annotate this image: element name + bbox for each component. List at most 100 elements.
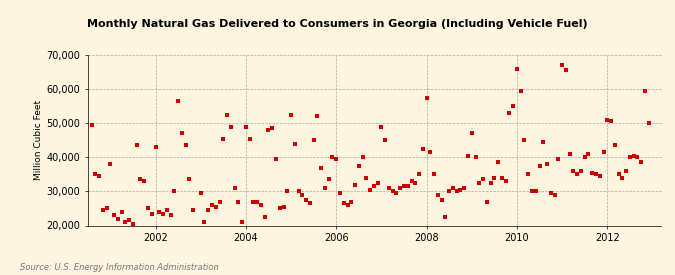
Point — [312, 114, 323, 119]
Point — [515, 89, 526, 93]
Point — [583, 152, 594, 156]
Point — [120, 220, 131, 224]
Point — [410, 181, 421, 185]
Point — [643, 121, 654, 125]
Point — [636, 160, 647, 165]
Point — [282, 189, 293, 194]
Point — [230, 186, 240, 190]
Point — [380, 138, 391, 142]
Point — [357, 155, 368, 160]
Point — [304, 201, 315, 205]
Point — [425, 150, 436, 154]
Point — [568, 169, 578, 173]
Point — [613, 172, 624, 177]
Point — [395, 186, 406, 190]
Point — [105, 162, 115, 166]
Point — [504, 111, 515, 115]
Point — [195, 191, 206, 195]
Point — [485, 181, 496, 185]
Point — [214, 199, 225, 204]
Point — [474, 181, 485, 185]
Point — [448, 186, 458, 190]
Point — [512, 67, 522, 71]
Text: Source: U.S. Energy Information Administration: Source: U.S. Energy Information Administ… — [20, 263, 219, 272]
Point — [271, 157, 281, 161]
Point — [534, 164, 545, 168]
Point — [591, 172, 601, 177]
Point — [489, 175, 500, 180]
Point — [399, 184, 410, 188]
Point — [369, 184, 379, 188]
Point — [406, 179, 417, 183]
Point — [354, 164, 364, 168]
Point — [433, 192, 443, 197]
Point — [300, 198, 311, 202]
Point — [598, 150, 609, 154]
Point — [452, 189, 462, 194]
Point — [135, 177, 146, 182]
Point — [94, 174, 105, 178]
Point — [132, 143, 142, 148]
Point — [259, 215, 270, 219]
Point — [508, 104, 518, 108]
Point — [632, 155, 643, 160]
Point — [538, 140, 549, 144]
Point — [109, 213, 119, 218]
Point — [221, 112, 232, 117]
Point — [323, 177, 334, 182]
Point — [605, 119, 616, 124]
Point — [225, 124, 236, 129]
Point — [436, 198, 447, 202]
Point — [610, 143, 620, 148]
Point — [331, 157, 342, 161]
Point — [572, 172, 583, 177]
Point — [541, 162, 552, 166]
Point — [414, 172, 425, 177]
Point — [639, 89, 650, 93]
Point — [417, 147, 428, 151]
Point — [274, 206, 285, 211]
Point — [526, 189, 537, 194]
Point — [481, 199, 492, 204]
Point — [308, 138, 319, 142]
Point — [549, 192, 560, 197]
Point — [142, 206, 153, 211]
Point — [184, 177, 195, 182]
Point — [116, 210, 127, 214]
Point — [188, 208, 198, 212]
Point — [248, 199, 259, 204]
Point — [443, 189, 454, 194]
Point — [335, 191, 346, 195]
Point — [519, 138, 530, 142]
Point — [466, 131, 477, 136]
Point — [150, 145, 161, 149]
Point — [327, 155, 338, 160]
Point — [579, 155, 590, 160]
Point — [173, 99, 184, 103]
Point — [564, 152, 575, 156]
Point — [493, 160, 504, 165]
Point — [383, 186, 394, 190]
Point — [293, 189, 304, 194]
Point — [342, 203, 353, 207]
Point — [180, 143, 191, 148]
Point — [218, 136, 229, 141]
Point — [478, 177, 489, 182]
Point — [139, 179, 150, 183]
Point — [587, 170, 597, 175]
Point — [146, 211, 157, 216]
Point — [576, 169, 587, 173]
Point — [402, 184, 413, 188]
Point — [252, 199, 263, 204]
Point — [617, 175, 628, 180]
Point — [158, 211, 169, 216]
Point — [240, 124, 251, 129]
Point — [154, 210, 165, 214]
Point — [621, 169, 632, 173]
Point — [497, 175, 508, 180]
Point — [361, 175, 372, 180]
Point — [462, 153, 473, 158]
Point — [211, 205, 221, 209]
Point — [350, 182, 360, 187]
Point — [421, 95, 432, 100]
